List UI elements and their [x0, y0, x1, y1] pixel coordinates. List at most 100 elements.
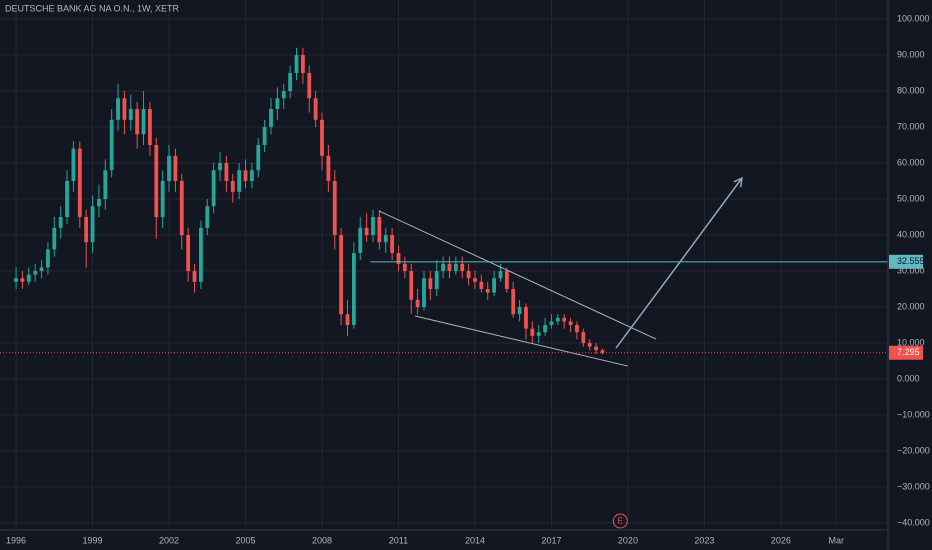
projection-arrow: [615, 177, 743, 349]
candle-body: [434, 271, 439, 290]
candle-body: [103, 170, 108, 200]
candle-body: [371, 217, 375, 236]
candle-body: [485, 289, 490, 293]
candle-body: [224, 163, 229, 182]
candle-body: [428, 278, 433, 290]
x-tick-label: 2023: [694, 535, 714, 545]
candle-body: [141, 109, 146, 135]
candle-body: [492, 278, 497, 293]
x-tick-label: Mar: [828, 535, 844, 545]
x-tick-label: 2020: [618, 535, 638, 545]
candle-body: [555, 317, 560, 322]
candle-body: [300, 55, 305, 74]
candle-body: [498, 271, 503, 279]
last-price-label: 7.295: [897, 347, 920, 357]
candle-body: [339, 235, 344, 315]
candle-body: [58, 217, 63, 228]
candle-body: [116, 98, 120, 120]
candle-body: [148, 109, 152, 146]
candle-body: [415, 299, 420, 308]
candle-body: [383, 235, 388, 243]
y-tick-label: 80.000: [897, 85, 925, 95]
candle-body: [549, 321, 554, 326]
candle-body: [237, 170, 242, 192]
candle-body: [536, 332, 541, 336]
y-tick-label: 0.000: [897, 373, 920, 383]
arrow-head: [733, 176, 743, 188]
candle-body: [52, 227, 57, 250]
candle-body: [281, 91, 286, 99]
candle-body: [249, 170, 254, 182]
candle-body: [122, 98, 127, 120]
x-tick-label: 2011: [389, 535, 408, 545]
candle-body: [135, 109, 140, 135]
candle-body: [504, 271, 509, 290]
y-tick-label: 30.000: [897, 265, 925, 275]
x-tick-label: 2017: [541, 535, 561, 545]
y-tick-label: 100.000: [897, 13, 930, 23]
y-tick-label: −40.000: [897, 517, 930, 527]
x-tick-label: 2005: [236, 535, 256, 545]
candle-body: [568, 321, 573, 326]
candle-body: [351, 253, 356, 326]
candle-body: [562, 317, 567, 322]
candle-body: [530, 328, 535, 336]
candle-body: [160, 181, 165, 218]
candle-body: [447, 263, 452, 272]
candle-body: [460, 263, 465, 272]
candle-body: [377, 217, 382, 243]
candle-body: [230, 181, 235, 192]
candle-body: [179, 181, 184, 236]
last-price-box: [889, 345, 923, 360]
candle-body: [192, 271, 197, 282]
candle-body: [313, 98, 318, 120]
candle-body: [173, 155, 178, 182]
earnings-marker: [612, 513, 628, 529]
y-tick-label: −20.000: [897, 445, 930, 455]
candle-body: [39, 267, 44, 272]
candle-body: [326, 155, 331, 182]
candle-body: [77, 148, 82, 218]
level-label: 32.555: [897, 256, 925, 266]
candle-body: [511, 289, 516, 315]
y-tick-label: −10.000: [897, 409, 930, 419]
candle-body: [84, 217, 89, 243]
candle-body: [345, 314, 350, 326]
candle-body: [269, 109, 273, 128]
candle-body: [402, 263, 407, 272]
chart-title: DEUTSCHE BANK AG NA O.N., 1W, XETR: [5, 3, 180, 13]
candle-body: [332, 181, 337, 236]
candle-body: [575, 325, 579, 333]
level-label-box: [889, 254, 923, 269]
candle-body: [154, 145, 159, 218]
candle-body: [256, 145, 261, 171]
candle-body: [453, 263, 458, 272]
x-tick-label: 2014: [465, 535, 485, 545]
earnings-label: E: [618, 517, 623, 526]
y-tick-label: 60.000: [897, 157, 925, 167]
candle-body: [218, 163, 222, 171]
candle-body: [307, 73, 312, 99]
candle-body: [20, 278, 25, 282]
candle-body: [396, 253, 401, 264]
candle-body: [594, 346, 598, 351]
x-tick-label: 1996: [6, 535, 26, 545]
y-tick-label: −30.000: [897, 481, 930, 491]
candle-body: [524, 307, 528, 329]
x-tick-label: 1999: [83, 535, 103, 545]
candle-body: [211, 170, 216, 207]
candle-body: [97, 199, 101, 207]
candle-body: [581, 332, 586, 344]
candle-body: [205, 206, 210, 228]
candle-body: [358, 227, 363, 254]
y-tick-label: 10.000: [897, 337, 925, 347]
trendline: [378, 210, 657, 340]
candle-body: [600, 350, 605, 353]
x-tick-label: 2008: [312, 535, 332, 545]
y-tick-label: 20.000: [897, 301, 925, 311]
candle-body: [473, 278, 477, 282]
candle-body: [543, 325, 548, 333]
candle-body: [390, 235, 395, 254]
